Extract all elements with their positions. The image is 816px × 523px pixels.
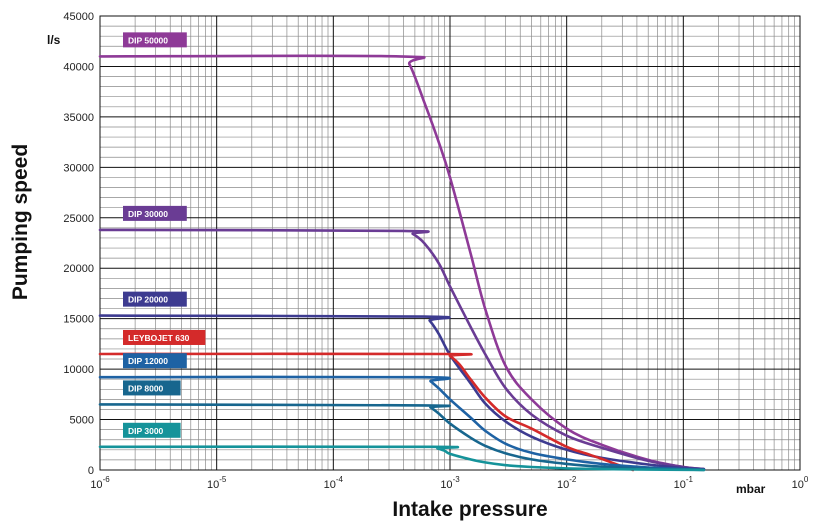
legend-tag-label: LEYBOJET 630	[128, 333, 190, 343]
x-unit-label: mbar	[736, 482, 766, 496]
legend-tag-background	[123, 422, 181, 438]
legend-tag-dip-3000: DIP 3000	[123, 422, 181, 438]
series-line-dip-20000	[98, 314, 706, 471]
y-tick-label: 10000	[63, 364, 94, 376]
y-tick-label: 45000	[63, 11, 94, 23]
legend-tag-leybojet-630: LEYBOJET 630	[123, 329, 206, 345]
series-line-dip-8000	[98, 403, 706, 472]
x-tick-label: 100	[792, 475, 809, 491]
y-tick-label: 25000	[63, 213, 94, 225]
legend-tag-background	[123, 32, 187, 48]
x-tick-label: 10-5	[207, 475, 227, 491]
x-tick-label: 10-4	[324, 475, 344, 491]
legend-tag-label: DIP 30000	[128, 209, 168, 219]
y-unit-label: l/s	[47, 33, 61, 47]
x-tick-label: 10-1	[674, 475, 694, 491]
legend-tag-dip-12000: DIP 12000	[123, 353, 187, 369]
legend-tag-label: DIP 50000	[128, 35, 168, 45]
x-tick-label: 10-3	[440, 475, 460, 491]
legend-tag-background	[123, 205, 187, 221]
y-axis-label: Pumping speed	[9, 144, 32, 300]
legend-tag-label: DIP 20000	[128, 295, 168, 305]
plot-frame	[99, 15, 801, 471]
legend-tag-background	[123, 329, 206, 345]
legend-tag-label: DIP 12000	[128, 356, 168, 366]
x-axis-label: Intake pressure	[392, 498, 547, 521]
y-tick-label: 30000	[63, 162, 94, 174]
y-tick-labels: 0 5000 10000 15000 20000 25000 30000 35000 40000…	[63, 11, 94, 477]
x-tick-label: 10-2	[557, 475, 577, 491]
legend-tag-dip-50000: DIP 50000	[123, 32, 187, 48]
legend-tag-label: DIP 8000	[128, 383, 164, 393]
legend-tag-dip-8000: DIP 8000	[123, 380, 181, 396]
series-line-dip-12000	[98, 375, 706, 471]
y-tick-label: 5000	[70, 415, 94, 427]
major-grid	[99, 15, 801, 471]
y-tick-label: 35000	[63, 112, 94, 124]
y-tick-label: 0	[88, 465, 94, 477]
legend-tag-background	[123, 380, 181, 396]
legend-tag-label: DIP 3000	[128, 426, 164, 436]
y-tick-label: 20000	[63, 263, 94, 275]
y-tick-label: 40000	[63, 61, 94, 73]
legend-tag-dip-30000: DIP 30000	[123, 205, 187, 221]
y-tick-label: 15000	[63, 314, 94, 326]
legend-tag-background	[123, 291, 187, 307]
legend-tag-dip-20000: DIP 20000	[123, 291, 187, 307]
series-layer	[98, 54, 706, 472]
series-line-leybojet-630	[98, 352, 635, 472]
x-tick-labels: 10-6 10-5 10-4 10-3 10-2 10-1 100	[90, 475, 809, 491]
series-line-dip-3000	[98, 445, 706, 472]
series-line-dip-50000	[98, 54, 706, 471]
legend-tags: DIP 50000 DIP 30000 DIP 20000 LEYBOJET 630 D…	[123, 32, 206, 438]
legend-tag-background	[123, 353, 187, 369]
series-line-dip-30000	[98, 228, 706, 471]
x-tick-label: 10-6	[90, 475, 110, 491]
